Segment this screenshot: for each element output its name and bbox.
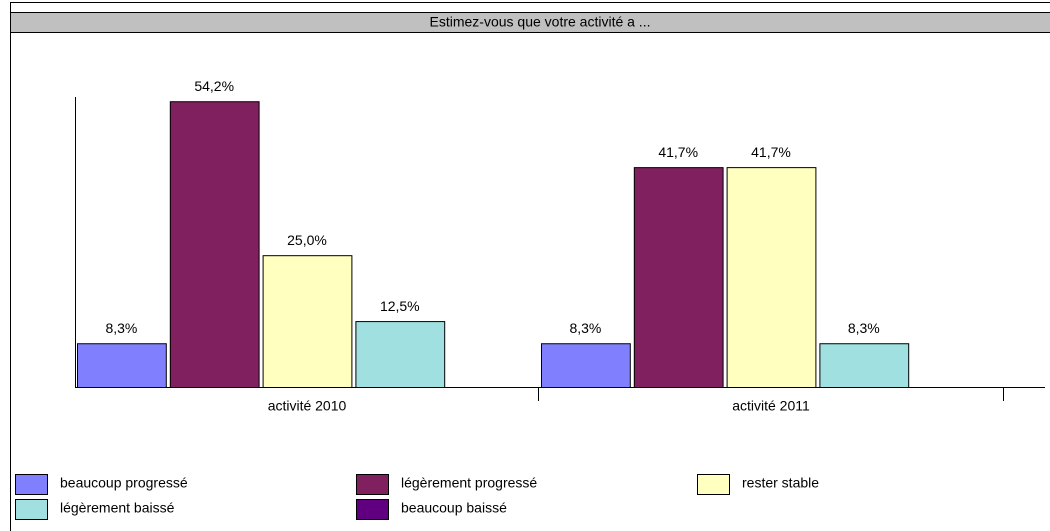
legend-label: beaucoup progressé xyxy=(60,475,188,491)
value-label: 41,7% xyxy=(751,144,791,160)
legend-swatch xyxy=(356,474,389,495)
legend-label: légèrement baissé xyxy=(60,500,175,516)
frame xyxy=(10,2,1050,531)
value-label: 25,0% xyxy=(287,232,327,248)
bar xyxy=(169,101,260,389)
x-tick-label: activité 2011 xyxy=(732,398,810,414)
value-label: 54,2% xyxy=(194,78,234,94)
value-label: 41,7% xyxy=(658,144,698,160)
value-label: 8,3% xyxy=(569,320,601,336)
chart-title: Estimez-vous que votre activité a ... xyxy=(430,14,651,30)
bar xyxy=(726,167,817,388)
title-bar xyxy=(10,12,1050,33)
legend-swatch xyxy=(15,499,48,520)
legend-label: rester stable xyxy=(742,475,819,491)
x-tick-label: activité 2010 xyxy=(268,398,347,414)
bar xyxy=(541,343,631,388)
bar xyxy=(77,343,167,388)
bar xyxy=(819,343,910,388)
legend-label: légèrement progressé xyxy=(401,475,537,491)
bar xyxy=(355,321,446,388)
bar xyxy=(262,255,353,388)
value-label: 8,3% xyxy=(105,320,137,336)
legend-swatch xyxy=(356,499,389,520)
value-label: 12,5% xyxy=(380,298,420,314)
bar xyxy=(633,167,724,388)
legend-swatch xyxy=(15,474,48,495)
legend-swatch xyxy=(697,474,730,495)
value-label: 8,3% xyxy=(848,320,880,336)
legend-label: beaucoup baissé xyxy=(401,500,507,516)
